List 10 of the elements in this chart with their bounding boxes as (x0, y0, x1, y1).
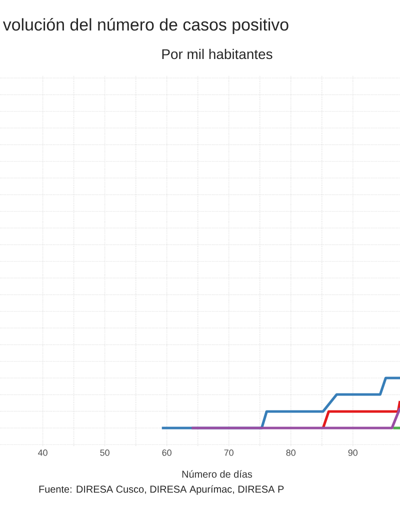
x-tick-label: 40 (38, 450, 48, 456)
chart-subtitle: Por mil habitantes (162, 48, 272, 60)
x-tick-label: 80 (286, 450, 296, 456)
x-tick-label: 90 (348, 450, 358, 456)
x-axis-title: Número de días (182, 470, 252, 478)
chart-title: volución del número de casos positivo (2, 18, 288, 34)
x-tick-label: 50 (100, 450, 110, 456)
source-note: Fuente: DIRESA Cusco, DIRESA Apurímac, DIRESA P (39, 485, 284, 495)
x-tick-label: 70 (224, 450, 234, 456)
x-tick-label: 60 (162, 450, 172, 456)
